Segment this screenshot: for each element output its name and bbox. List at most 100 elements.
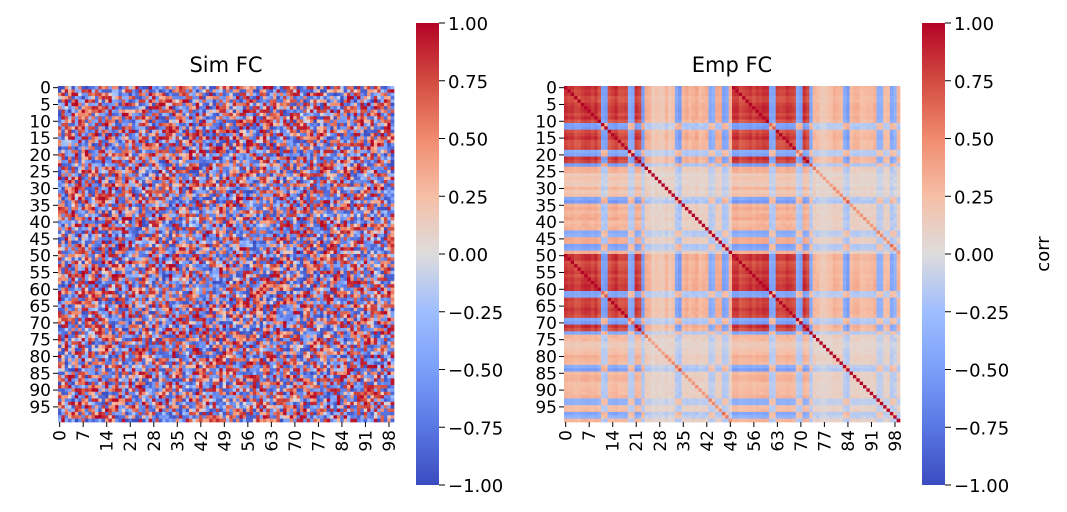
heatmap-cell xyxy=(266,153,271,157)
heatmap-cell xyxy=(313,112,318,117)
heatmap-cell xyxy=(121,210,126,215)
heatmap-cell xyxy=(353,102,358,107)
heatmap-cell xyxy=(279,183,284,188)
heatmap-cell xyxy=(242,210,247,215)
heatmap-cell xyxy=(276,176,281,181)
heatmap-cell xyxy=(145,146,150,151)
heatmap-cell xyxy=(373,240,378,245)
heatmap-cell xyxy=(88,210,92,215)
heatmap-cell xyxy=(178,116,183,120)
heatmap-cell xyxy=(336,129,341,134)
heatmap-cell xyxy=(145,243,150,248)
heatmap-cell xyxy=(316,116,321,120)
heatmap-cell xyxy=(360,250,365,255)
heatmap-cell xyxy=(108,133,113,137)
heatmap-cell xyxy=(101,200,106,204)
heatmap-cell xyxy=(105,163,109,167)
heatmap-cell xyxy=(125,193,129,198)
heatmap-cell xyxy=(262,133,267,137)
heatmap-cell xyxy=(229,173,234,178)
heatmap-cell xyxy=(158,206,163,211)
heatmap-cell xyxy=(165,139,170,144)
heatmap-cell xyxy=(370,109,375,114)
heatmap-cell xyxy=(229,96,234,100)
heatmap-cell xyxy=(310,230,314,235)
heatmap-cell xyxy=(202,112,207,117)
heatmap-cell xyxy=(131,217,136,221)
heatmap-cell xyxy=(105,122,109,127)
heatmap-cell xyxy=(209,217,213,221)
heatmap-cell xyxy=(222,206,227,211)
heatmap-cell xyxy=(289,237,294,241)
heatmap-cell xyxy=(94,156,99,161)
heatmap-cell xyxy=(387,129,391,134)
heatmap-cell xyxy=(74,119,79,124)
heatmap-cell xyxy=(346,210,351,215)
heatmap-cell xyxy=(242,96,247,100)
heatmap-cell xyxy=(276,106,281,110)
heatmap-cell xyxy=(115,89,119,94)
heatmap-cell xyxy=(229,149,234,154)
heatmap-cell xyxy=(242,173,247,178)
heatmap-cell xyxy=(239,210,244,215)
heatmap-cell xyxy=(61,166,66,171)
heatmap-cell xyxy=(61,116,66,120)
heatmap-cell xyxy=(252,86,257,90)
heatmap-cell xyxy=(108,163,113,167)
heatmap-cell xyxy=(229,136,234,141)
heatmap-cell xyxy=(215,116,220,120)
heatmap-cell xyxy=(239,193,244,198)
heatmap-cell xyxy=(138,119,143,124)
heatmap-cell xyxy=(249,210,254,215)
heatmap-cell xyxy=(111,149,116,154)
heatmap-cell xyxy=(172,193,176,198)
heatmap-cell xyxy=(125,86,129,90)
heatmap-cell xyxy=(185,89,190,94)
heatmap-cell xyxy=(199,99,203,104)
heatmap-cell xyxy=(189,170,193,174)
heatmap-cell xyxy=(232,203,237,208)
heatmap-cell xyxy=(357,96,361,100)
heatmap-cell xyxy=(125,190,129,194)
heatmap-cell xyxy=(219,126,223,131)
heatmap-cell xyxy=(293,176,297,181)
heatmap-cell xyxy=(142,173,146,178)
heatmap-cell xyxy=(142,163,146,167)
heatmap-cell xyxy=(222,129,227,134)
heatmap-cell xyxy=(61,143,66,147)
heatmap-cell xyxy=(192,136,197,141)
heatmap-cell xyxy=(266,109,271,114)
heatmap-cell xyxy=(273,99,277,104)
heatmap-cell xyxy=(387,227,391,231)
heatmap-cell xyxy=(105,143,109,147)
heatmap-cell xyxy=(316,153,321,157)
heatmap-cell xyxy=(320,237,324,241)
heatmap-cell xyxy=(138,129,143,134)
heatmap-cell xyxy=(195,186,200,191)
heatmap-cell xyxy=(84,139,89,144)
heatmap-cell xyxy=(202,206,207,211)
heatmap-cell xyxy=(64,173,69,178)
heatmap-cell xyxy=(212,122,217,127)
heatmap-cell xyxy=(178,96,183,100)
heatmap-cell xyxy=(78,159,82,164)
heatmap-cell xyxy=(178,122,183,127)
heatmap-cell xyxy=(111,133,116,137)
heatmap-cell xyxy=(118,196,123,201)
heatmap-cell xyxy=(286,223,291,228)
heatmap-cell xyxy=(346,243,351,248)
heatmap-cell xyxy=(185,96,190,100)
heatmap-cell xyxy=(276,92,281,97)
heatmap-cell xyxy=(316,200,321,204)
heatmap-cell xyxy=(155,220,160,225)
heatmap-cell xyxy=(162,119,166,124)
heatmap-cell xyxy=(168,159,173,164)
heatmap-cell xyxy=(377,99,381,104)
heatmap-cell xyxy=(229,196,234,201)
heatmap-cell xyxy=(138,240,143,245)
heatmap-cell xyxy=(71,156,76,161)
heatmap-cell xyxy=(336,149,341,154)
heatmap-cell xyxy=(313,133,318,137)
heatmap-cell xyxy=(115,243,119,248)
heatmap-cell xyxy=(279,119,284,124)
